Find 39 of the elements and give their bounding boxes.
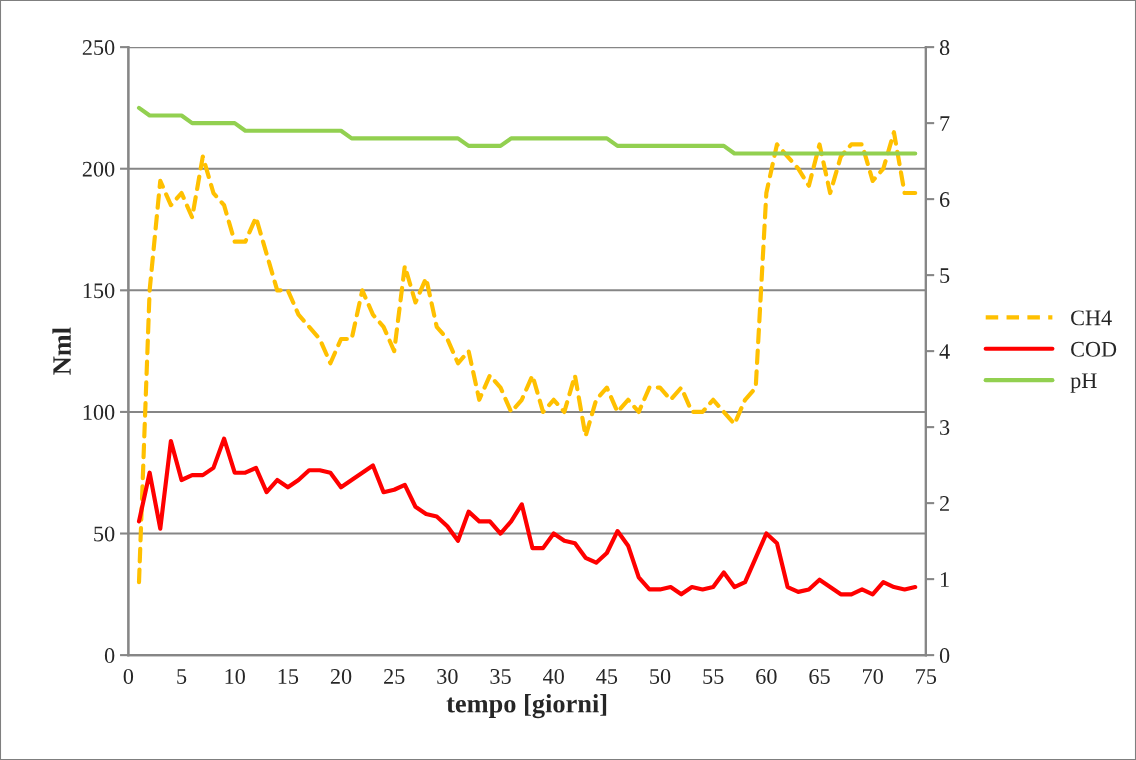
y2-tick-label: 2	[940, 496, 949, 511]
x-tick-label: 50	[650, 668, 671, 684]
legend-label: pH	[1070, 373, 1097, 393]
x-axis-title: tempo [giorni]	[446, 694, 607, 719]
y2-tick-label: 0	[939, 648, 950, 664]
legend-label: CH4	[1071, 310, 1112, 326]
x-tick-label: 25	[384, 669, 405, 684]
y2-tick-label: 8	[939, 40, 950, 56]
x-tick-label: 70	[863, 668, 883, 684]
x-tick-label: 55	[703, 669, 724, 684]
x-tick-label: 75	[916, 669, 937, 684]
x-tick-label: 45	[596, 669, 618, 684]
x-tick-label: 40	[543, 668, 564, 684]
y-axis-title: Nml	[52, 327, 71, 375]
x-tick-label: 65	[809, 669, 830, 684]
x-tick-label: 30	[437, 668, 458, 684]
x-tick-label: 10	[225, 668, 245, 684]
x-tick-label: 20	[330, 668, 352, 684]
y2-tick-label: 6	[939, 192, 950, 208]
y-tick-label: 0	[104, 648, 115, 664]
y2-tick-label: 7	[940, 116, 950, 131]
legend-label: COD	[1071, 341, 1117, 357]
x-tick-label: 60	[756, 668, 777, 684]
x-tick-label: 35	[490, 669, 511, 684]
y-tick-label: 50	[94, 526, 115, 542]
x-tick-label: 5	[177, 669, 187, 684]
y-tick-label: 250	[82, 40, 115, 56]
y2-tick-label: 4	[939, 344, 950, 359]
y-tick-label: 150	[83, 283, 115, 299]
line-series	[136, 105, 918, 156]
x-tick-label: 0	[123, 668, 134, 684]
y2-tick-label: 5	[940, 268, 950, 284]
line-series	[136, 130, 918, 585]
y-tick-label: 100	[83, 404, 115, 420]
y2-tick-label: 3	[940, 420, 950, 436]
y-tick-label: 200	[82, 161, 115, 177]
y2-tick-label: 1	[940, 572, 949, 587]
x-tick-label: 15	[278, 669, 299, 684]
line-series	[136, 436, 918, 597]
